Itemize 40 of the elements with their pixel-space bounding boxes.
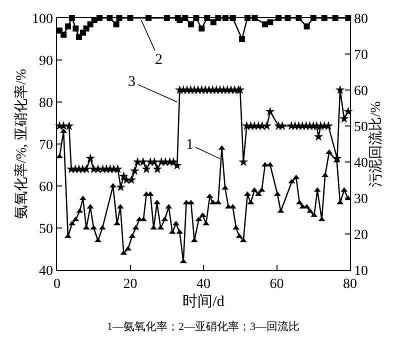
annotation: 1 [186, 137, 194, 153]
y-tick-label: 80 [39, 96, 54, 111]
point [267, 19, 274, 26]
y-tick-label: 90 [39, 54, 54, 69]
point [304, 23, 310, 30]
point [60, 32, 67, 38]
y2-tick-label: 30 [354, 192, 368, 207]
point [188, 21, 194, 28]
y-tick-label: 50 [39, 222, 54, 237]
x-tick-label: 60 [270, 276, 284, 292]
point [76, 34, 82, 40]
x-tick-label: 20 [123, 276, 138, 292]
y2-tick-label: 70 [354, 48, 368, 63]
y-axis-title: 氨氧化率/%, 亚硝化率/% [14, 68, 30, 220]
y2-tick-label: 40 [354, 156, 368, 171]
y2-tick-label: 20 [354, 228, 368, 243]
x-axis-title: 时间/d [182, 292, 225, 310]
y-tick-label: 60 [39, 180, 54, 195]
point [238, 36, 245, 42]
y2-tick-label: 60 [354, 84, 368, 99]
annotation: 3 [128, 74, 136, 90]
annotation: 2 [155, 52, 162, 68]
x-tick-label: 40 [196, 276, 210, 292]
y2-tick-label: 80 [354, 12, 368, 27]
y2-tick-label: 50 [354, 120, 368, 135]
y2-axis-title: 污泥回流比/% [368, 100, 384, 187]
point [64, 23, 71, 30]
text: 1—氨氧化率；2—亚硝化率；3—回流比 [107, 320, 300, 333]
point [72, 26, 79, 32]
point [262, 21, 268, 28]
point [113, 21, 120, 28]
point [210, 19, 216, 26]
y2-tick-label: 10 [354, 264, 368, 279]
y-tick-label: 100 [32, 12, 54, 27]
point [87, 21, 94, 28]
point [198, 26, 205, 32]
y-tick-label: 40 [39, 264, 54, 279]
y-tick-label: 70 [39, 138, 54, 153]
x-tick-label: 0 [54, 276, 60, 292]
x-tick-label: 80 [343, 276, 357, 292]
